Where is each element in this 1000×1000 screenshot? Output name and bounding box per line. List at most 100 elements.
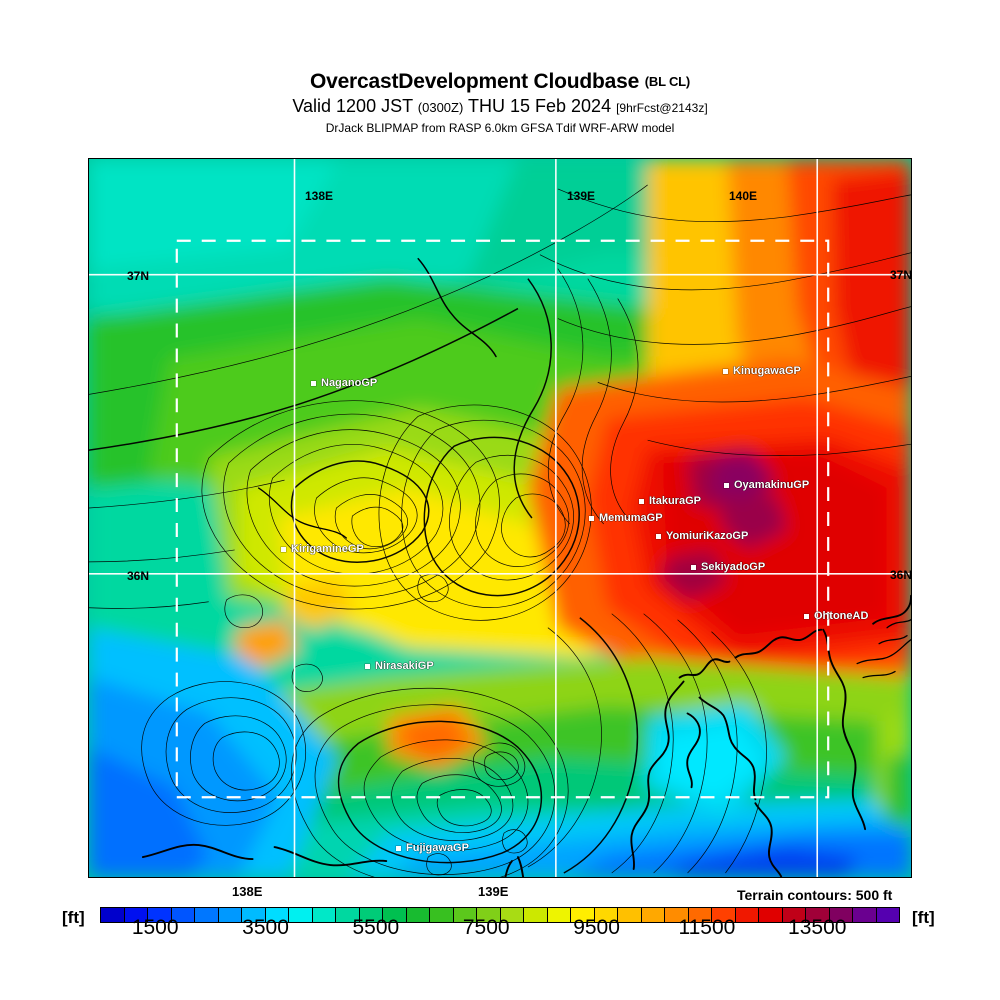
- colorbar-swatch: [124, 908, 148, 922]
- station-label: NirasakiGP: [375, 660, 434, 672]
- map-raster: [89, 159, 911, 877]
- colorbar-tick-label: 9500: [573, 916, 620, 939]
- colorbar-unit-right: [ft]: [912, 908, 935, 927]
- colorbar-swatch: [265, 908, 289, 922]
- station-label: KirigamineGP: [291, 543, 364, 555]
- station-label: ItakuraGP: [649, 495, 701, 507]
- colorbar-swatch: [688, 908, 712, 922]
- colorbar-swatch: [430, 908, 454, 922]
- domain-box: [175, 239, 830, 799]
- station-dot: [639, 498, 644, 504]
- station-dot: [691, 564, 696, 570]
- station-marker[interactable]: SekiyadoGP: [691, 561, 765, 573]
- valid-date: THU 15 Feb 2024: [468, 96, 612, 116]
- lon-label-139e-bottom: 139E: [478, 884, 509, 899]
- station-label: OhtoneAD: [814, 610, 869, 622]
- colorbar-tick-label: 1500: [131, 916, 179, 939]
- lat-label-37n-right: 37N: [890, 268, 913, 282]
- lat-label-36n-right: 36N: [890, 568, 913, 582]
- title-main-text: OvercastDevelopment Cloudbase: [309, 70, 640, 93]
- station-dot: [804, 613, 809, 619]
- colorbar-swatch: [547, 908, 571, 922]
- colorbar-swatch: [759, 908, 783, 922]
- lon-label-140e-top: 140E: [729, 189, 758, 203]
- colorbar-swatch: [712, 908, 736, 922]
- station-label: OyamakinuGP: [734, 479, 810, 491]
- station-marker[interactable]: NaganoGP: [311, 377, 377, 389]
- station-dot: [723, 368, 728, 374]
- map-svg: [89, 159, 911, 877]
- colorbar-swatch: [665, 908, 689, 922]
- colorbar-tick-label: 5500: [352, 916, 400, 939]
- station-marker[interactable]: ItakuraGP: [639, 495, 701, 507]
- colorbar-tick-label: 11500: [678, 916, 736, 939]
- colorbar[interactable]: [100, 907, 900, 923]
- colorbar-swatch: [853, 908, 877, 922]
- colorbar-swatch: [735, 908, 759, 922]
- colorbar-swatch: [383, 908, 407, 922]
- colorbar-tick-label: 3500: [242, 916, 289, 939]
- colorbar-swatch: [524, 908, 548, 922]
- lon-label-138e-bottom: 138E: [232, 884, 263, 899]
- valid-time-line: Valid 1200 JST (0300Z) THU 15 Feb 2024 […: [0, 95, 1000, 119]
- station-marker[interactable]: FujigawaGP: [396, 842, 469, 854]
- station-marker[interactable]: YomiuriKazoGP: [656, 530, 748, 542]
- colorbar-unit-left: [ft]: [62, 908, 85, 927]
- terrain-contours: [89, 184, 911, 877]
- station-label: NaganoGP: [321, 377, 378, 389]
- station-dot: [656, 533, 661, 539]
- station-label: MemumaGP: [599, 512, 663, 524]
- colorbar-swatch: [195, 908, 219, 922]
- colorbar-swatch: [571, 908, 595, 922]
- station-dot: [724, 482, 729, 488]
- valid-local-time: Valid 1200 JST: [292, 96, 413, 116]
- station-marker[interactable]: OyamakinuGP: [724, 479, 809, 491]
- colorbar-swatch: [289, 908, 313, 922]
- page-title: OvercastDevelopment Cloudbase (BL CL): [0, 70, 1000, 94]
- valid-utc-time: (0300Z): [417, 100, 464, 115]
- colorbar-tick-label: 7500: [462, 916, 510, 939]
- colorbar-swatch: [641, 908, 665, 922]
- colorbar-swatch: [782, 908, 806, 922]
- station-dot: [311, 380, 316, 386]
- station-dot: [396, 845, 401, 851]
- colorbar-swatch: [242, 908, 266, 922]
- colorbar-swatch: [336, 908, 360, 922]
- colorbar-swatch: [148, 908, 172, 922]
- title-block: OvercastDevelopment Cloudbase (BL CL) Va…: [0, 70, 1000, 136]
- colorbar-swatch: [829, 908, 853, 922]
- color-field: [89, 159, 911, 877]
- station-label: FujigawaGP: [406, 842, 469, 854]
- station-dot: [365, 663, 370, 669]
- title-parameter-code: (BL CL): [644, 74, 691, 89]
- colorbar-swatch: [477, 908, 501, 922]
- colorbar-swatch: [594, 908, 618, 922]
- model-source-line: DrJack BLIPMAP from RASP 6.0km GFSA Tdif…: [325, 121, 675, 135]
- colorbar-tick-label: 13500: [788, 916, 847, 939]
- station-marker[interactable]: NirasakiGP: [365, 660, 434, 672]
- forecast-map[interactable]: 138E 139E 140E 37N 36N NaganoGP Kinugawa…: [88, 158, 912, 878]
- station-label: SekiyadoGP: [701, 561, 766, 573]
- station-label: YomiuriKazoGP: [666, 530, 749, 542]
- station-marker[interactable]: KinugawaGP: [723, 365, 801, 377]
- station-dot: [281, 546, 286, 552]
- station-marker[interactable]: OhtoneAD: [804, 610, 868, 622]
- colorbar-swatch: [406, 908, 430, 922]
- forecast-hour-tag: [9hrFcst@2143z]: [616, 101, 708, 115]
- colorbar-swatch: [876, 908, 899, 922]
- lat-label-36n-left: 36N: [127, 569, 150, 583]
- colorbar-swatch: [453, 908, 477, 922]
- colorbar-swatch: [359, 908, 383, 922]
- lat-label-37n-left: 37N: [127, 269, 150, 283]
- station-marker[interactable]: KirigamineGP: [281, 543, 364, 555]
- station-marker[interactable]: MemumaGP: [589, 512, 663, 524]
- colorbar-swatch: [500, 908, 524, 922]
- colorbar-swatch: [618, 908, 642, 922]
- station-label: KinugawaGP: [733, 365, 801, 377]
- terrain-contour-note: Terrain contours: 500 ft: [737, 887, 893, 903]
- station-dot: [589, 515, 594, 521]
- coastline: [141, 257, 911, 877]
- colorbar-swatch: [171, 908, 195, 922]
- colorbar-swatch: [806, 908, 830, 922]
